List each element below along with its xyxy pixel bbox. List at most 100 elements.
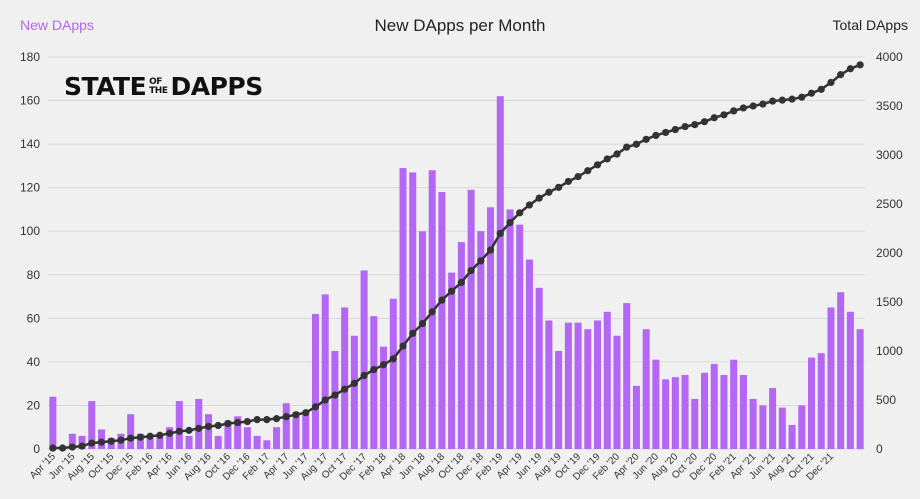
- bar: [234, 416, 242, 449]
- bar: [282, 403, 290, 449]
- bar: [360, 270, 368, 449]
- bar: [214, 435, 222, 449]
- total-point: [525, 201, 534, 209]
- total-point: [68, 443, 76, 451]
- total-point: [88, 439, 96, 447]
- logo-word-dapps: DAPPS: [170, 72, 263, 101]
- bar: [671, 377, 679, 449]
- bar: [720, 374, 728, 449]
- total-point: [798, 93, 806, 101]
- bar: [856, 329, 864, 449]
- bar: [487, 207, 495, 449]
- total-point: [214, 421, 222, 430]
- bar: [769, 388, 777, 449]
- bar: [798, 405, 806, 449]
- left-tick-label: 180: [20, 50, 40, 64]
- bar: [263, 440, 271, 449]
- right-tick-label: 2500: [876, 197, 903, 211]
- total-point: [428, 308, 436, 316]
- bar: [691, 398, 699, 449]
- bar: [603, 311, 611, 449]
- bar: [467, 189, 475, 449]
- total-point: [574, 172, 582, 181]
- total-point: [477, 257, 485, 265]
- bar: [302, 414, 310, 449]
- left-tick-label: 160: [20, 94, 40, 108]
- bar: [681, 374, 689, 449]
- bar: [127, 414, 135, 449]
- bar: [739, 374, 747, 449]
- bar: [808, 357, 816, 449]
- total-point: [603, 155, 611, 163]
- bar: [817, 353, 825, 449]
- bar: [525, 259, 533, 449]
- total-point: [97, 438, 106, 446]
- bar: [195, 398, 203, 449]
- state-of-the-dapps-logo: STATE OF THE DAPPS: [64, 74, 263, 99]
- right-tick-label: 0: [876, 442, 883, 456]
- bar: [516, 224, 524, 449]
- total-point: [341, 385, 349, 393]
- total-point: [78, 442, 86, 450]
- bar: [613, 335, 621, 449]
- total-point: [195, 424, 203, 433]
- bar: [418, 231, 426, 449]
- total-point: [263, 416, 271, 424]
- total-point: [175, 427, 183, 435]
- left-tick-label: 100: [20, 224, 40, 238]
- total-point: [632, 140, 641, 148]
- total-point: [584, 167, 592, 175]
- total-point: [691, 121, 699, 129]
- bar: [185, 435, 193, 449]
- bar: [273, 427, 281, 449]
- bar: [545, 320, 553, 449]
- total-point: [409, 329, 417, 337]
- total-point: [272, 415, 281, 423]
- bar: [749, 398, 757, 449]
- bar: [827, 307, 835, 449]
- logo-word-of: OF: [149, 76, 162, 87]
- bar: [389, 298, 397, 449]
- total-point: [418, 319, 427, 328]
- left-tick-label: 120: [20, 181, 40, 195]
- bar: [331, 351, 339, 449]
- bar: [506, 209, 514, 449]
- left-axis-title: New DApps: [20, 17, 94, 33]
- bar: [321, 294, 329, 449]
- bar: [350, 335, 358, 449]
- bar: [370, 316, 378, 449]
- bar: [642, 329, 650, 449]
- logo-small-words: OF THE: [149, 76, 168, 96]
- bar: [496, 96, 504, 449]
- total-point: [788, 95, 796, 103]
- left-tick-label: 20: [27, 398, 41, 412]
- total-point: [127, 434, 135, 442]
- total-point: [234, 418, 242, 427]
- bar: [662, 379, 670, 449]
- bar: [88, 401, 96, 449]
- bar: [292, 411, 300, 449]
- right-tick-label: 3500: [876, 99, 903, 113]
- bar: [204, 414, 212, 449]
- left-tick-label: 0: [33, 442, 40, 456]
- bar: [253, 435, 261, 449]
- total-point: [350, 379, 358, 387]
- total-point: [311, 403, 320, 411]
- bar: [49, 396, 57, 449]
- bar: [380, 346, 388, 449]
- total-point: [136, 433, 144, 441]
- bar: [341, 307, 349, 449]
- total-point: [681, 122, 689, 131]
- total-point: [321, 396, 329, 404]
- bar: [730, 359, 738, 449]
- total-point: [204, 422, 213, 431]
- bar: [136, 433, 144, 449]
- bar: [778, 407, 786, 449]
- total-point: [827, 78, 835, 87]
- total-point: [496, 229, 504, 237]
- bar: [175, 401, 183, 449]
- bar: [574, 322, 582, 449]
- bar: [594, 320, 602, 449]
- total-point: [593, 161, 602, 169]
